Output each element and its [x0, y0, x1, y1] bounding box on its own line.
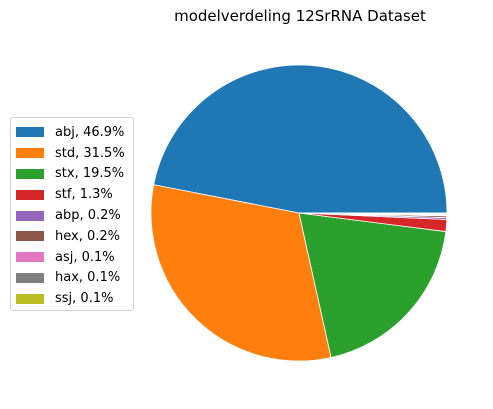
legend-entry-abp: abp, 0.2% — [16, 205, 133, 226]
legend-swatch — [16, 252, 44, 263]
legend-label: hex, 0.2% — [55, 228, 120, 244]
pie-slice-ssj — [298, 212, 448, 215]
legend-label: stx, 19.5% — [55, 166, 125, 182]
legend-swatch — [16, 272, 44, 283]
legend-swatch — [16, 168, 44, 179]
legend-label: std, 31.5% — [55, 145, 125, 161]
legend-swatch — [16, 293, 44, 304]
legend-label: ssj, 0.1% — [55, 291, 114, 307]
legend-entry-std: std, 31.5% — [16, 143, 133, 164]
legend-label: abj, 46.9% — [55, 124, 125, 140]
legend-entry-stf: stf, 1.3% — [16, 184, 133, 205]
legend-swatch — [16, 189, 44, 200]
chart-title: modelverdeling 12SrRNA Dataset — [174, 7, 426, 25]
legend-entry-ssj: ssj, 0.1% — [16, 288, 133, 309]
legend-swatch — [16, 231, 44, 242]
legend-swatch — [16, 148, 44, 159]
legend-label: abp, 0.2% — [55, 208, 121, 224]
legend-entry-stx: stx, 19.5% — [16, 164, 133, 185]
pie-slice-abj — [153, 64, 448, 214]
legend-entry-abj: abj, 46.9% — [16, 122, 133, 143]
legend-swatch — [16, 127, 44, 138]
legend-label: hax, 0.1% — [55, 270, 121, 286]
legend: abj, 46.9% std, 31.5% stx, 19.5% stf, 1.3% a… — [10, 117, 134, 311]
legend-entry-asj: asj, 0.1% — [16, 247, 133, 268]
pie-slice-stx — [298, 212, 447, 358]
legend-entry-hax: hax, 0.1% — [16, 268, 133, 289]
legend-label: asj, 0.1% — [55, 249, 115, 265]
legend-swatch — [16, 210, 44, 221]
legend-entry-hex: hex, 0.2% — [16, 226, 133, 247]
pie-slice-std — [150, 184, 332, 362]
legend-label: stf, 1.3% — [55, 187, 113, 203]
